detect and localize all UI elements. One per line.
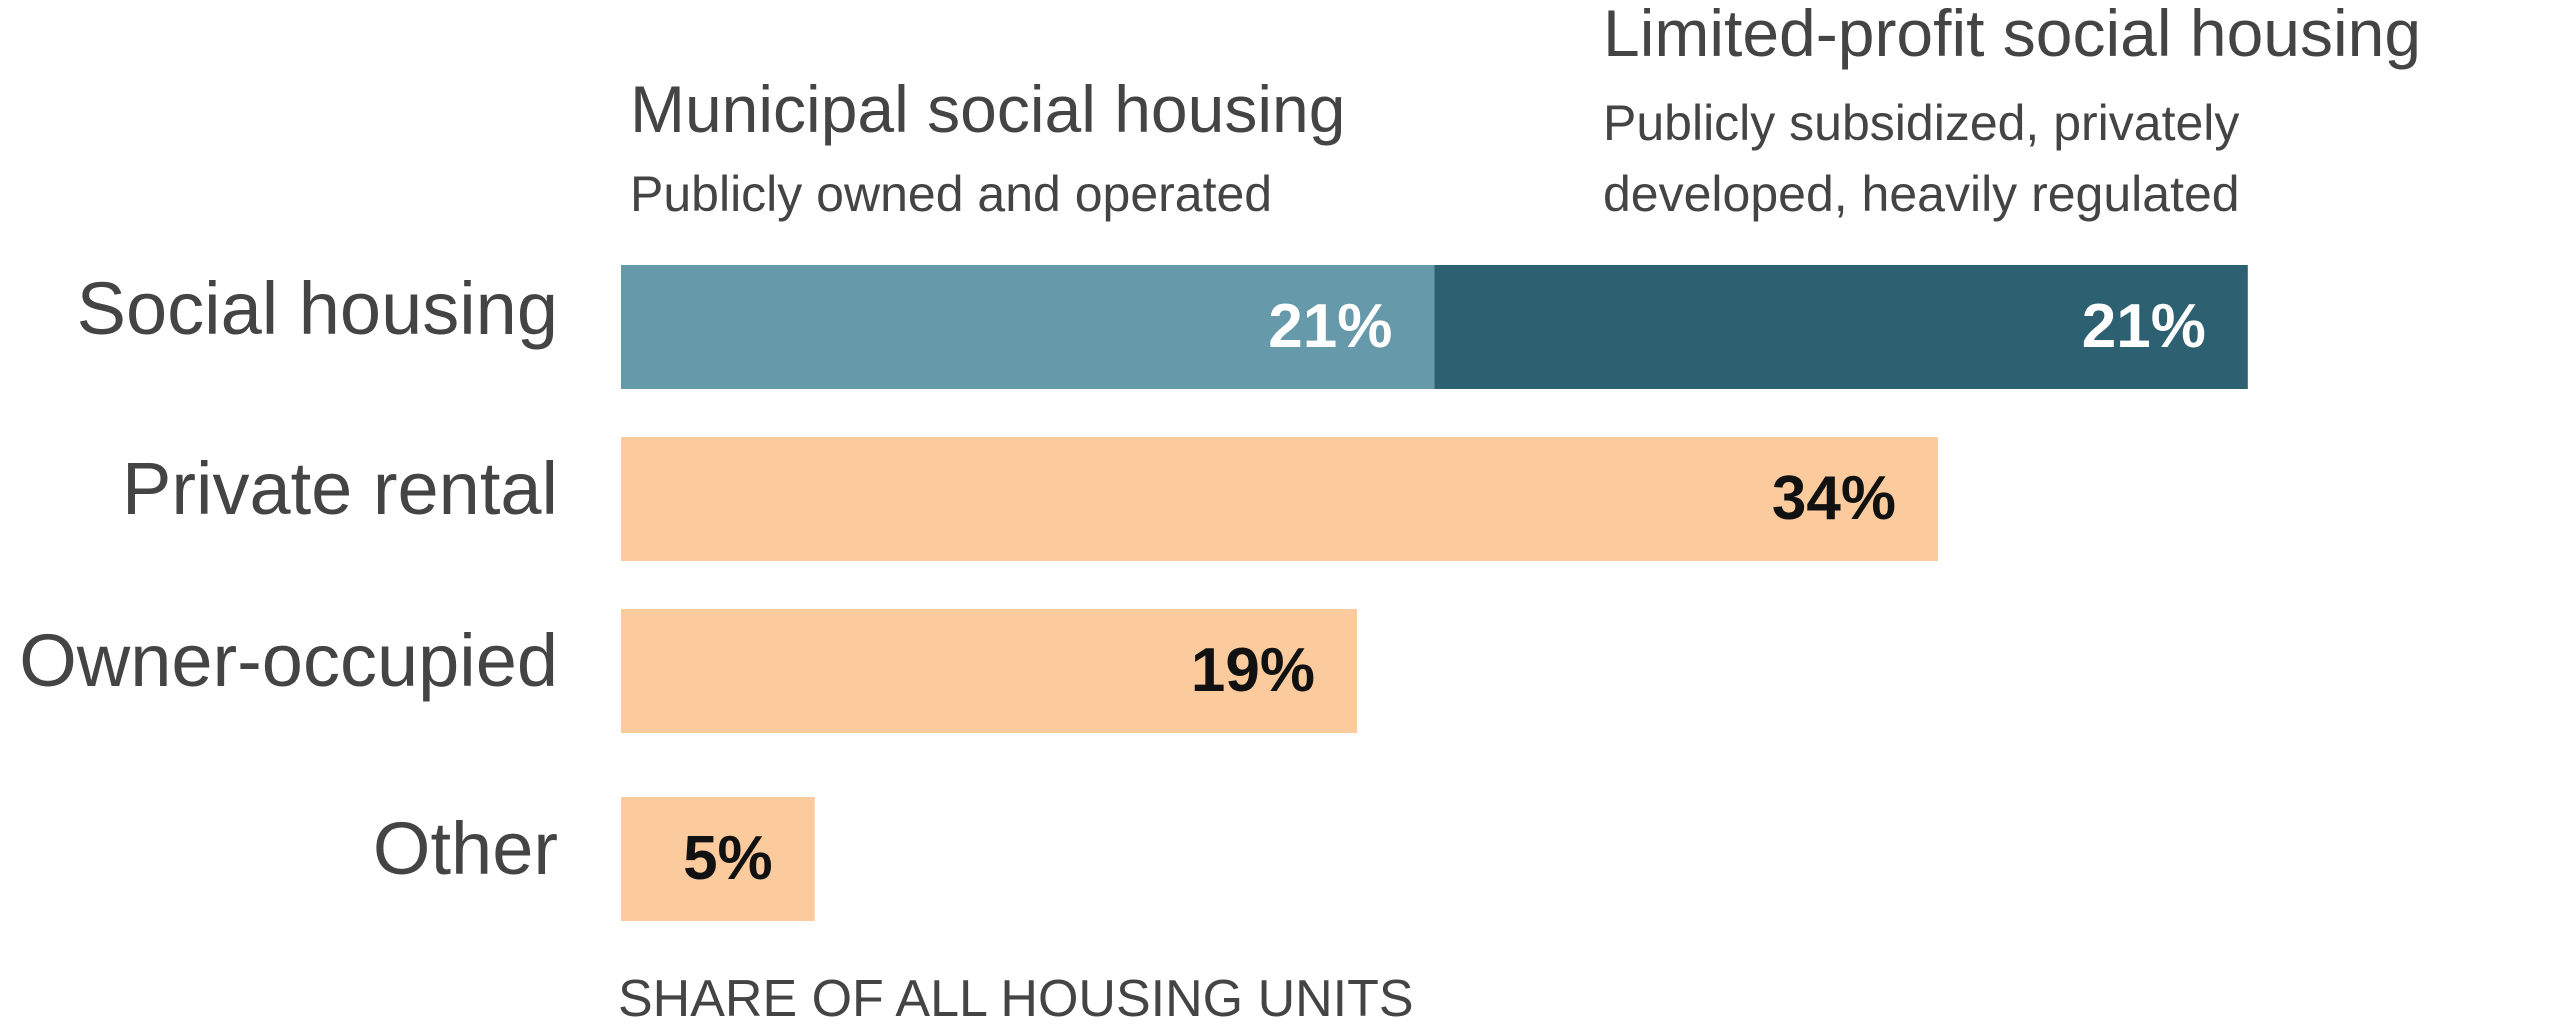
bar-other-series-2 [621,797,815,921]
category-label-other: Other [373,807,558,890]
legend-limited-profit-description-line1: Publicly subsidized, privately [1603,95,2239,151]
category-label-private-rental: Private rental [122,447,558,530]
data-label-social-housing-series-0: 21% [1268,292,1392,361]
data-label-owner-occupied-series-2: 19% [1191,636,1315,705]
data-label-social-housing-series-1: 21% [2082,292,2206,361]
data-label-private-rental-series-2: 34% [1772,464,1896,533]
data-label-other-series-2: 5% [683,824,773,893]
bar-owner-occupied-series-2 [621,609,1357,733]
category-label-social-housing: Social housing [77,267,558,350]
x-axis-label: SHARE OF ALL HOUSING UNITS [618,970,1414,1028]
legend-limited-profit-title: Limited-profit social housing [1603,0,2421,70]
category-labels: Social housing Private rental Owner-occu… [19,267,558,890]
bar-social-housing-series-0 [621,265,1435,389]
bars: 21% 21% 34% 19% 5% [621,265,2248,921]
legend-municipal-title: Municipal social housing [630,72,1345,146]
legend-limited-profit-description-line2: developed, heavily regulated [1603,166,2240,222]
category-label-owner-occupied: Owner-occupied [19,619,558,702]
bar-private-rental-series-2 [621,437,1938,561]
legend: Municipal social housing Publicly owned … [630,0,2421,222]
legend-municipal-description: Publicly owned and operated [630,166,1272,222]
bar-social-housing-series-1 [1434,265,2248,389]
